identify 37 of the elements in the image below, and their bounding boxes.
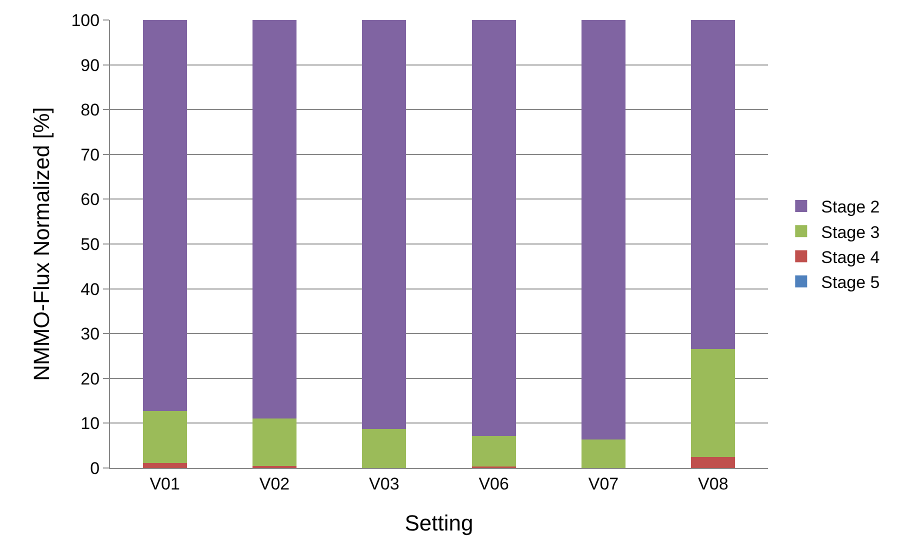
legend-label: Stage 3 (821, 222, 880, 242)
legend-label: Stage 4 (821, 248, 880, 267)
legend-label: Stage 2 (821, 198, 880, 217)
bar (362, 20, 406, 430)
bar (142, 411, 187, 464)
y-tick-label: 20 (80, 369, 100, 388)
bar (582, 20, 626, 440)
bar (142, 463, 187, 468)
bar (252, 20, 296, 419)
bar (472, 436, 516, 467)
bar (582, 439, 626, 468)
y-tick-label: 90 (80, 56, 100, 75)
bar (362, 429, 406, 468)
y-tick-label: 60 (80, 190, 100, 210)
x-tick-label: V08 (698, 474, 728, 494)
bar (691, 456, 736, 468)
y-tick-label: 40 (80, 280, 100, 299)
y-tick-label: 50 (80, 234, 100, 254)
y-tick-label: 10 (80, 414, 100, 434)
bar (252, 418, 296, 466)
bar (142, 20, 187, 412)
y-axis-title: NMMO-Flux Normalized [%] (29, 107, 54, 381)
legend-label: Stage 5 (821, 272, 880, 292)
bar (691, 348, 736, 457)
x-tick-label: V07 (588, 474, 619, 494)
bar (691, 20, 736, 349)
bar (472, 20, 516, 436)
y-tick-label: 30 (80, 324, 100, 344)
x-tick-label: V03 (369, 474, 400, 494)
x-tick-label: V06 (478, 474, 509, 494)
x-tick-label: V02 (259, 474, 290, 494)
y-tick-label: 70 (80, 145, 100, 164)
y-tick-label: 100 (71, 10, 100, 30)
y-tick-label: 0 (90, 458, 100, 478)
y-tick-label: 80 (80, 100, 100, 120)
x-axis-title: Setting (404, 510, 474, 536)
x-tick-label: V01 (150, 474, 180, 494)
